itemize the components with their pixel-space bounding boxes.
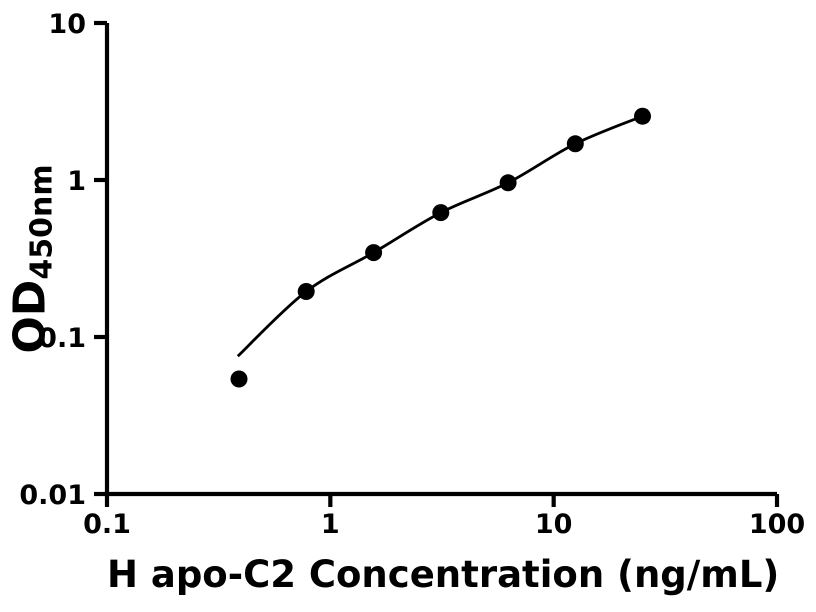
- data-point: [566, 135, 584, 153]
- x-axis-tick-label: 1: [321, 509, 340, 540]
- data-point: [230, 370, 248, 388]
- axis-lines: [104, 23, 777, 497]
- data-point: [634, 107, 651, 125]
- x-axis-tick-label: 100: [749, 509, 805, 540]
- fitted-curve: [236, 114, 644, 358]
- y-axis-tick-label: 0.1: [38, 323, 86, 354]
- data-point: [365, 244, 383, 262]
- x-axis-title: H apo-C2 Concentration (ng/mL): [107, 553, 780, 596]
- y-axis-tick-label: 10: [48, 9, 86, 40]
- y-axis-tick-label: 1: [67, 166, 86, 197]
- x-axis-tick-label: 0.1: [83, 509, 131, 540]
- data-point: [432, 204, 450, 222]
- y-axis-tick-label: 0.01: [19, 480, 86, 511]
- y-axis-title-subscript: 450nm: [24, 164, 60, 280]
- y-axis-title-main: OD: [4, 279, 56, 354]
- x-axis-tick-label: 10: [535, 509, 573, 540]
- data-point: [297, 283, 315, 300]
- y-axis-title-text: OD450nm: [5, 164, 60, 353]
- data-point: [499, 174, 517, 192]
